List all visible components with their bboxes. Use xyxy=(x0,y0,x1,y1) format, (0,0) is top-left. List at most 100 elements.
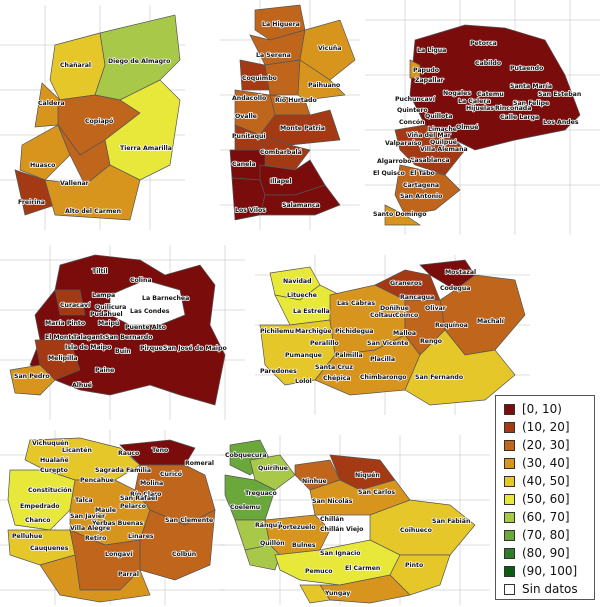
label-rio-hurtado: Río Hurtado xyxy=(275,96,317,104)
label-san-javier: San Javier xyxy=(70,513,106,520)
legend-item: (30, 40] xyxy=(504,454,570,472)
label-huasco: Huasco xyxy=(30,162,55,169)
label-san-pedro: San Pedro xyxy=(14,373,50,380)
label-san-antonio: San Antonio xyxy=(400,193,442,200)
label-machali: Machalí xyxy=(477,317,505,325)
label-ovalle: Ovalle xyxy=(235,113,257,120)
legend-label: (50, 60] xyxy=(522,492,570,506)
label-putaendo: Putaendo xyxy=(510,65,543,72)
label-freirina: Freirina xyxy=(18,199,45,206)
label-el-monte: El Monte xyxy=(45,334,75,341)
label-hualane: Hualañé xyxy=(40,456,69,464)
label-quintero: Quintero xyxy=(397,107,428,114)
legend-swatch xyxy=(504,547,515,559)
legend-swatch xyxy=(504,583,515,595)
label-quilpue: Quilpué xyxy=(430,138,457,146)
label-san-jose-de-maipo: San José de Maipo xyxy=(163,344,227,352)
label-pelluhue: Pelluhue xyxy=(12,533,42,540)
label-salamanca: Salamanca xyxy=(282,202,320,209)
legend-swatch xyxy=(504,421,515,433)
label-pencahue: Pencahue xyxy=(80,477,114,484)
label-empedrado: Empedrado xyxy=(20,503,60,510)
label-rengo: Rengo xyxy=(420,338,442,345)
legend-label: (30, 40] xyxy=(522,456,570,470)
label-el-tabo: El Tabo xyxy=(410,170,435,177)
label-pudahuel: Pudahuel xyxy=(90,311,123,318)
legend-item: Sin datos xyxy=(504,580,578,598)
label-nogales: Nogales xyxy=(443,90,471,97)
label-constitucion: Constitución xyxy=(28,486,72,494)
region-curacavi xyxy=(54,289,86,316)
label-olmue: Olmué xyxy=(456,123,478,131)
legend-item: (80, 90] xyxy=(504,544,570,562)
region-santo-domingo xyxy=(384,204,422,226)
map-nuble-svg: Cobquecura Quirihue Ninhue Niquén Tregua… xyxy=(220,435,490,605)
legend-item: (70, 80] xyxy=(504,526,570,544)
region-coast-mid xyxy=(7,469,76,531)
legend-label: (90, 100] xyxy=(522,564,578,578)
label-parral: Parral xyxy=(118,571,139,578)
region-quirihue xyxy=(249,454,296,491)
label-la-higuera: La Higuera xyxy=(262,21,300,28)
label-san-fernando: San Fernando xyxy=(415,374,463,381)
label-limache: Limache xyxy=(428,126,457,133)
label-illapel: Illapel xyxy=(270,178,291,185)
legend-label: (40, 50] xyxy=(522,474,570,488)
legend-swatch xyxy=(504,493,515,505)
label-san-carlos: San Carlos xyxy=(358,489,395,496)
label-chepica: Chépica xyxy=(323,374,351,382)
label-talagante: Talagante xyxy=(73,334,107,341)
label-san-bernardo: San Bernardo xyxy=(105,334,152,341)
legend-item: [0, 10) xyxy=(504,400,562,418)
label-las-condes: Las Condes xyxy=(130,308,170,315)
label-alhue: Alhué xyxy=(72,381,92,389)
label-maipu: Maipú xyxy=(98,319,119,327)
legend-item: (20, 30] xyxy=(504,436,570,454)
label-la-calera: La Calera xyxy=(458,98,491,105)
map-coquimbo-svg: La Higuera La Serena Vicuña Coquimbo And… xyxy=(220,0,360,230)
label-san-vicente: San Vicente xyxy=(367,340,408,347)
label-bulnes: Bulnes xyxy=(292,542,316,549)
region-melipilla xyxy=(34,339,81,381)
label-villa-alemana: Villa Alemana xyxy=(420,146,468,153)
label-alto-del-carmen: Alto del Carmen xyxy=(65,208,121,215)
label-cauquenes: Cauquenes xyxy=(30,545,69,552)
map-ohiggins-svg: Navidad Graneros Mostazal Litueche Las C… xyxy=(255,255,530,415)
label-el-quisco: El Quisco xyxy=(373,170,405,177)
label-san-ignacio: San Ignacio xyxy=(320,550,361,557)
label-algarrobo: Algarrobo xyxy=(377,158,412,165)
label-licanten: Licantén xyxy=(62,446,92,454)
label-hijuelas: Hijuelas xyxy=(466,105,494,112)
label-rancagua: Rancagua xyxy=(400,294,434,301)
legend-label: [0, 10) xyxy=(522,402,562,416)
label-san-felipe: San Felipe xyxy=(513,100,549,107)
label-vichuquen: Vichuquén xyxy=(32,439,69,447)
label-san-clemente: San Clemente xyxy=(165,517,213,524)
map-valparaiso: Petorca La Ligua Cabildo Zapallar Papudo… xyxy=(365,0,600,235)
legend-swatch xyxy=(504,529,515,541)
legend-swatch xyxy=(504,403,515,415)
region-papudo xyxy=(409,59,421,79)
label-san-esteban: San Esteban xyxy=(538,91,581,98)
label-chanaral: Chañaral xyxy=(60,62,91,69)
label-coinco: Coinco xyxy=(395,312,418,319)
region-valparaiso-south xyxy=(394,164,461,216)
legend-label: (70, 80] xyxy=(522,528,570,542)
label-cartagena: Cartagena xyxy=(403,182,439,189)
region-huasco xyxy=(19,124,71,181)
label-marchigue: Marchigüe xyxy=(295,328,332,335)
map-coquimbo: La Higuera La Serena Vicuña Coquimbo And… xyxy=(220,0,360,230)
label-san-fabian: San Fabián xyxy=(432,517,470,525)
label-ranquil: Ránquil xyxy=(255,521,281,529)
label-paredones: Paredones xyxy=(260,368,297,375)
label-peralillo: Peralillo xyxy=(310,340,339,347)
label-santo-domingo: Santo Domingo xyxy=(373,211,426,218)
label-sagrada-familia: Sagrada Familia xyxy=(95,467,151,474)
region-yungay xyxy=(299,584,331,604)
map-maule-svg: Vichuquén Licantén Rauco Teno Hualañé Cu… xyxy=(0,430,225,605)
label-coelemu: Coelemu xyxy=(230,504,260,511)
label-curico: Curicó xyxy=(160,470,182,478)
label-andacollo: Andacollo xyxy=(232,95,266,102)
region-parral xyxy=(39,554,151,603)
label-casablanca: Casablanca xyxy=(410,157,450,164)
